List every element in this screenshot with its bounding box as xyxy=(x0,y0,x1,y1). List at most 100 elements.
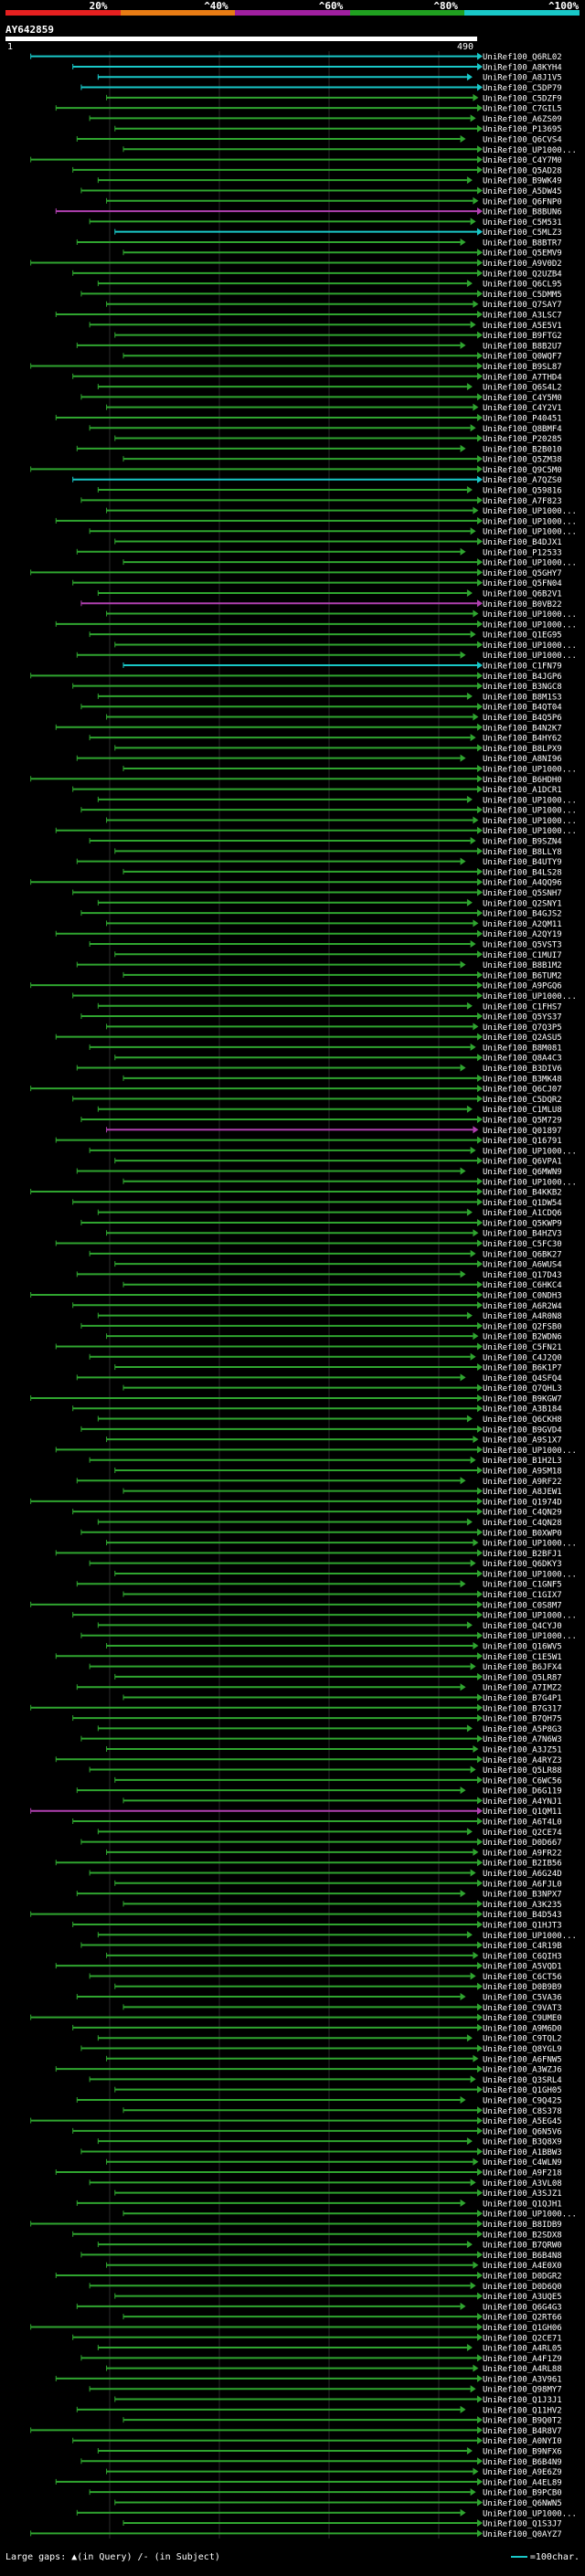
hit-label[interactable]: UniRef100_A6FJL0 xyxy=(483,1880,562,1889)
hit-label[interactable]: UniRef100_UP1000... xyxy=(483,1632,577,1641)
hit-label[interactable]: UniRef100_UP1000... xyxy=(483,620,577,630)
hit-label[interactable]: UniRef100_C1GNF5 xyxy=(483,1581,562,1590)
hit-label[interactable]: UniRef100_Q0AYZ7 xyxy=(483,2530,562,2539)
hit-label[interactable]: UniRef100_A7F823 xyxy=(483,497,562,506)
hit-label[interactable]: UniRef100_B4UTY9 xyxy=(483,858,562,867)
hit-label[interactable]: UniRef100_B2IB56 xyxy=(483,1860,562,1869)
hit-label[interactable]: UniRef100_Q6N5V6 xyxy=(483,2127,562,2136)
hit-label[interactable]: UniRef100_A0NYI0 xyxy=(483,2437,562,2446)
hit-label[interactable]: UniRef100_B4GJS2 xyxy=(483,910,562,919)
hit-label[interactable]: UniRef100_A5DW45 xyxy=(483,187,562,196)
hit-label[interactable]: UniRef100_UP1000... xyxy=(483,765,577,774)
hit-label[interactable]: UniRef100_UP1000... xyxy=(483,1932,577,1941)
hit-label[interactable]: UniRef100_C6HKC4 xyxy=(483,1281,562,1290)
hit-label[interactable]: UniRef100_B4R8V7 xyxy=(483,2427,562,2436)
hit-label[interactable]: UniRef100_A9E6Z9 xyxy=(483,2468,562,2477)
hit-label[interactable]: UniRef100_Q6CJ07 xyxy=(483,1086,562,1095)
hit-label[interactable]: UniRef100_B8BUN6 xyxy=(483,208,562,217)
hit-label[interactable]: UniRef100_Q6RL02 xyxy=(483,53,562,62)
hit-label[interactable]: UniRef100_Q16791 xyxy=(483,1137,562,1146)
hit-label[interactable]: UniRef100_Q8YGL9 xyxy=(483,2045,562,2054)
hit-label[interactable]: UniRef100_A4RYZ3 xyxy=(483,1756,562,1765)
hit-label[interactable]: UniRef100_A4E0X0 xyxy=(483,2262,562,2271)
hit-label[interactable]: UniRef100_D0D667 xyxy=(483,1839,562,1848)
hit-label[interactable]: UniRef100_C6QIH3 xyxy=(483,1952,562,1961)
hit-label[interactable]: UniRef100_B4LS28 xyxy=(483,868,562,877)
hit-label[interactable]: UniRef100_C5DQR2 xyxy=(483,1096,562,1105)
hit-label[interactable]: UniRef100_UP1000... xyxy=(483,146,577,155)
hit-label[interactable]: UniRef100_C5FC30 xyxy=(483,1240,562,1249)
hit-label[interactable]: UniRef100_UP1000... xyxy=(483,1178,577,1187)
hit-label[interactable]: UniRef100_B9SL87 xyxy=(483,363,562,372)
hit-label[interactable]: UniRef100_Q5FN04 xyxy=(483,579,562,588)
hit-label[interactable]: UniRef100_B4HZV3 xyxy=(483,1230,562,1239)
hit-label[interactable]: UniRef100_D0B9B9 xyxy=(483,1983,562,1992)
hit-label[interactable]: UniRef100_B4D543 xyxy=(483,1911,562,1920)
hit-label[interactable]: UniRef100_A9FR22 xyxy=(483,1849,562,1858)
hit-label[interactable]: UniRef100_UP1000... xyxy=(483,517,577,526)
hit-label[interactable]: UniRef100_B4KKB2 xyxy=(483,1189,562,1198)
hit-label[interactable]: UniRef100_Q5SNH7 xyxy=(483,889,562,898)
hit-label[interactable]: UniRef100_Q5LR88 xyxy=(483,1766,562,1776)
hit-label[interactable]: UniRef100_A8KYH4 xyxy=(483,63,562,72)
hit-label[interactable]: UniRef100_A4YNJ1 xyxy=(483,1797,562,1807)
hit-label[interactable]: UniRef100_Q11HV2 xyxy=(483,2406,562,2415)
hit-label[interactable]: UniRef100_UP1000... xyxy=(483,1570,577,1579)
hit-label[interactable]: UniRef100_Q6VPA1 xyxy=(483,1158,562,1167)
hit-label[interactable]: UniRef100_Q59816 xyxy=(483,487,562,496)
hit-label[interactable]: UniRef100_UP1000... xyxy=(483,528,577,537)
hit-label[interactable]: UniRef100_Q7Q3P5 xyxy=(483,1023,562,1033)
hit-label[interactable]: UniRef100_Q6NWN5 xyxy=(483,2499,562,2508)
hit-label[interactable]: UniRef100_B8M081 xyxy=(483,1044,562,1053)
hit-label[interactable]: UniRef100_Q2CE74 xyxy=(483,1829,562,1838)
hit-label[interactable]: UniRef100_B9SZN4 xyxy=(483,838,562,847)
hit-label[interactable]: UniRef100_B3Q8X9 xyxy=(483,2138,562,2147)
hit-label[interactable]: UniRef100_C1GIX7 xyxy=(483,1591,562,1600)
hit-label[interactable]: UniRef100_B4QT04 xyxy=(483,704,562,713)
hit-label[interactable]: UniRef100_Q1HJT3 xyxy=(483,1921,562,1930)
hit-label[interactable]: UniRef100_B8LPX9 xyxy=(483,745,562,754)
hit-label[interactable]: UniRef100_Q6CKH8 xyxy=(483,1415,562,1425)
hit-label[interactable]: UniRef100_B3MK48 xyxy=(483,1075,562,1084)
hit-label[interactable]: UniRef100_B8IDB9 xyxy=(483,2221,562,2230)
hit-label[interactable]: UniRef100_B9WK49 xyxy=(483,177,562,186)
hit-label[interactable]: UniRef100_A7IMZ2 xyxy=(483,1684,562,1693)
hit-label[interactable]: UniRef100_Q5ZM38 xyxy=(483,456,562,465)
hit-label[interactable]: UniRef100_A3UQE5 xyxy=(483,2293,562,2302)
hit-label[interactable]: UniRef100_C4Y2V1 xyxy=(483,404,562,413)
hit-label[interactable]: UniRef100_UP1000... xyxy=(483,827,577,836)
hit-label[interactable]: UniRef100_Q8A4C3 xyxy=(483,1055,562,1064)
hit-label[interactable]: UniRef100_A5E5V1 xyxy=(483,322,562,331)
hit-label[interactable]: UniRef100_UP1000... xyxy=(483,807,577,816)
hit-label[interactable]: UniRef100_B2SDX8 xyxy=(483,2231,562,2240)
hit-label[interactable]: UniRef100_B6B4N9 xyxy=(483,2458,562,2467)
hit-label[interactable]: UniRef100_A9V0D2 xyxy=(483,260,562,269)
hit-label[interactable]: UniRef100_Q2CE71 xyxy=(483,2334,562,2343)
hit-label[interactable]: UniRef100_Q6CL95 xyxy=(483,281,562,290)
hit-label[interactable]: UniRef100_A4F1Z9 xyxy=(483,2355,562,2364)
hit-label[interactable]: UniRef100_C1FN79 xyxy=(483,663,562,672)
hit-label[interactable]: UniRef100_A8JEW1 xyxy=(483,1488,562,1497)
hit-label[interactable]: UniRef100_Q1S3J7 xyxy=(483,2520,562,2529)
hit-label[interactable]: UniRef100_A7THD4 xyxy=(483,373,562,382)
hit-label[interactable]: UniRef100_A1CDQ6 xyxy=(483,1209,562,1218)
hit-label[interactable]: UniRef100_A9RF22 xyxy=(483,1478,562,1487)
hit-label[interactable]: UniRef100_A6T4L0 xyxy=(483,1818,562,1828)
hit-label[interactable]: UniRef100_Q01897 xyxy=(483,1127,562,1136)
hit-label[interactable]: UniRef100_Q5KWP9 xyxy=(483,1219,562,1228)
hit-label[interactable]: UniRef100_B8B2U7 xyxy=(483,342,562,351)
hit-label[interactable]: UniRef100_P20285 xyxy=(483,435,562,444)
hit-label[interactable]: UniRef100_Q5VST3 xyxy=(483,940,562,949)
hit-label[interactable]: UniRef100_B9Q0T2 xyxy=(483,2417,562,2426)
hit-label[interactable]: UniRef100_UP1000... xyxy=(483,1612,577,1621)
hit-label[interactable]: UniRef100_B9GVD4 xyxy=(483,1426,562,1435)
hit-label[interactable]: UniRef100_Q1QM11 xyxy=(483,1807,562,1817)
hit-label[interactable]: UniRef100_UP1000... xyxy=(483,1147,577,1156)
hit-label[interactable]: UniRef100_Q16WV5 xyxy=(483,1643,562,1652)
hit-label[interactable]: UniRef100_B8M1S3 xyxy=(483,693,562,702)
hit-label[interactable]: UniRef100_B2B010 xyxy=(483,445,562,454)
hit-label[interactable]: UniRef100_UP1000... xyxy=(483,2210,577,2220)
hit-label[interactable]: UniRef100_D0DGR2 xyxy=(483,2272,562,2281)
hit-label[interactable]: UniRef100_Q5EMV9 xyxy=(483,249,562,259)
hit-label[interactable]: UniRef100_C4QN29 xyxy=(483,1509,562,1518)
